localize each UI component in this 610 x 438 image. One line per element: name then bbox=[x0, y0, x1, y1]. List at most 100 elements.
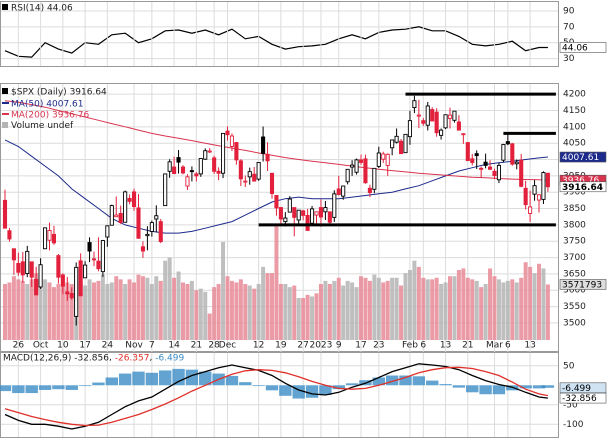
volume-bar bbox=[367, 280, 372, 340]
x-tick-label: Mar bbox=[486, 341, 503, 351]
candle-body bbox=[412, 100, 417, 109]
volume-bar bbox=[132, 282, 137, 340]
candle-body bbox=[51, 233, 56, 244]
candle-body bbox=[43, 227, 48, 250]
candle-body bbox=[220, 132, 226, 174]
volume-bar bbox=[127, 279, 132, 340]
series-line bbox=[4, 26, 548, 58]
histogram-bar bbox=[145, 372, 159, 386]
candle-body bbox=[65, 291, 70, 295]
candle-body bbox=[528, 206, 533, 214]
volume-bar bbox=[47, 282, 52, 340]
candle-body bbox=[287, 198, 292, 213]
volume-bar bbox=[492, 276, 497, 340]
histogram-bar bbox=[225, 375, 239, 386]
volume-bar bbox=[350, 282, 355, 340]
candle-body bbox=[247, 171, 252, 178]
histogram-bar bbox=[439, 384, 452, 386]
volume-bar bbox=[109, 282, 114, 340]
candle-body bbox=[11, 248, 16, 261]
ma200-legend: MA(200) 3936.76 bbox=[11, 110, 89, 120]
candle-body bbox=[496, 164, 502, 181]
x-tick-label: Oct bbox=[33, 341, 49, 351]
volume-bar bbox=[514, 282, 519, 340]
candle-body bbox=[109, 205, 114, 226]
volume-bar bbox=[149, 284, 154, 340]
volume-bar bbox=[238, 279, 243, 340]
volume-bar bbox=[501, 282, 506, 340]
value-tag-label: 3936.76 bbox=[562, 176, 599, 186]
volume-bar bbox=[176, 271, 181, 340]
volume-bar bbox=[203, 291, 208, 340]
legend-swatch bbox=[2, 88, 8, 94]
histogram-bar bbox=[52, 385, 65, 390]
volume-bar bbox=[194, 290, 199, 340]
candle-body bbox=[510, 143, 515, 165]
candle-body bbox=[292, 207, 297, 218]
volume-bar bbox=[345, 280, 350, 340]
y-tick-label: 4100 bbox=[563, 122, 586, 132]
y-tick-label: 30 bbox=[563, 54, 575, 64]
histogram-bar bbox=[541, 385, 555, 388]
candle-body bbox=[269, 172, 275, 194]
x-tick-label: 17 bbox=[79, 341, 90, 351]
candle-body bbox=[198, 158, 203, 175]
candle-body bbox=[145, 233, 150, 237]
volume-bar bbox=[96, 280, 101, 340]
volume-bar bbox=[394, 277, 399, 340]
volume-legend: Volume undef bbox=[11, 121, 74, 131]
histogram-bar bbox=[132, 371, 145, 386]
legend-name: MA(50) bbox=[11, 99, 43, 109]
volume-bar bbox=[145, 277, 150, 340]
candle-body bbox=[283, 217, 288, 223]
x-tick-label: 12 bbox=[253, 341, 264, 351]
histogram-bar bbox=[65, 385, 78, 390]
volume-bar bbox=[29, 279, 34, 340]
histogram-bar bbox=[265, 385, 279, 391]
candle-body bbox=[149, 222, 154, 232]
candle-body bbox=[212, 157, 217, 172]
value-tag bbox=[559, 181, 607, 193]
candle-body bbox=[176, 157, 181, 163]
y-tick-label: 4200 bbox=[563, 90, 586, 100]
y-tick-label: -50 bbox=[563, 400, 578, 410]
histogram-bar bbox=[118, 373, 132, 386]
volume-bar bbox=[372, 274, 377, 340]
x-tick-label: 9 bbox=[336, 341, 342, 351]
volume-bar bbox=[545, 284, 550, 340]
x-tick-label: 17 bbox=[355, 341, 366, 351]
candle-body bbox=[296, 209, 301, 221]
candle-body bbox=[114, 214, 119, 218]
y-tick-label: 70 bbox=[563, 22, 575, 32]
volume-bar bbox=[305, 294, 310, 340]
candle-body bbox=[456, 121, 461, 131]
x-tick-label: 26 bbox=[13, 341, 25, 351]
y-tick-label: 3550 bbox=[563, 302, 586, 312]
volume-bar bbox=[163, 260, 168, 340]
volume-bar bbox=[430, 279, 435, 340]
legend-value: 3916.64 bbox=[70, 87, 107, 97]
histogram-bar bbox=[159, 370, 172, 386]
candle-body bbox=[105, 225, 110, 238]
histogram-bar bbox=[426, 380, 439, 386]
candle-body bbox=[381, 153, 386, 160]
value-tag bbox=[559, 382, 607, 394]
volume-bar bbox=[416, 266, 421, 340]
candle-body bbox=[118, 213, 123, 224]
candle-body bbox=[483, 161, 488, 166]
volume-bar bbox=[443, 282, 448, 340]
value-tag bbox=[559, 151, 607, 163]
value-tag-label: 44.06 bbox=[562, 43, 588, 53]
histogram-bar bbox=[305, 385, 319, 398]
histogram-bar bbox=[199, 371, 212, 386]
volume-bar bbox=[247, 285, 252, 340]
candle-body bbox=[545, 172, 550, 188]
legend-name: MA(200) bbox=[11, 110, 49, 120]
x-tick-label: 24 bbox=[102, 341, 114, 351]
y-tick-label: 3800 bbox=[563, 220, 586, 230]
candle-body bbox=[492, 170, 497, 176]
candle-body bbox=[327, 211, 332, 223]
series-line bbox=[4, 139, 548, 234]
candle-body bbox=[523, 187, 528, 206]
histogram-bar bbox=[332, 385, 345, 390]
